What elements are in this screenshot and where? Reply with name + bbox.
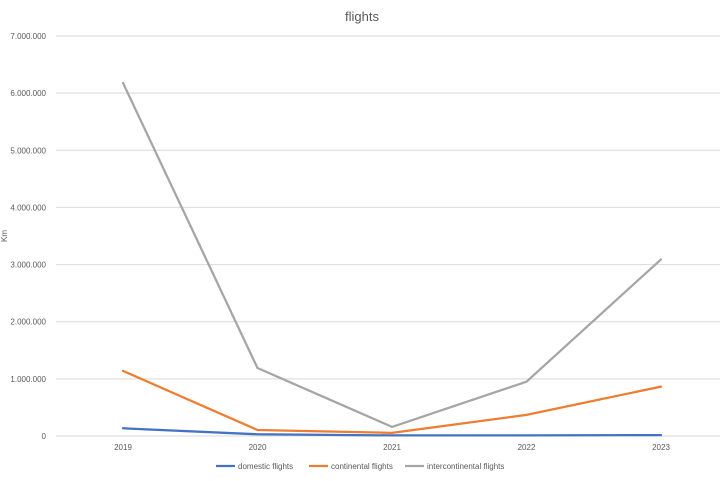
y-tick-label: 3.000.000 bbox=[10, 261, 46, 270]
y-tick-label: 0 bbox=[42, 432, 47, 441]
y-axis-ticks: 0 1.000.000 2.000.000 3.000.000 4.000.000 5.0… bbox=[10, 32, 46, 441]
x-tick-label: 2022 bbox=[518, 443, 536, 452]
chart-title: flights bbox=[345, 9, 379, 24]
y-tick-label: 4.000.000 bbox=[10, 203, 46, 212]
x-tick-label: 2021 bbox=[383, 443, 401, 452]
y-tick-label: 6.000.000 bbox=[10, 89, 46, 98]
legend-label: continental flights bbox=[331, 462, 393, 471]
legend: domestic flights continental flights inter… bbox=[216, 462, 504, 471]
x-tick-label: 2019 bbox=[114, 443, 132, 452]
x-tick-label: 2023 bbox=[652, 443, 670, 452]
y-tick-label: 5.000.000 bbox=[10, 146, 46, 155]
series-lines bbox=[121, 81, 663, 437]
series-line-1 bbox=[121, 427, 663, 437]
series-line-3 bbox=[121, 81, 663, 429]
legend-label: domestic flights bbox=[238, 462, 293, 471]
legend-label: intercontinental flights bbox=[427, 462, 504, 471]
y-tick-label: 2.000.000 bbox=[10, 318, 46, 327]
gridlines bbox=[56, 35, 720, 437]
y-axis-label: Km bbox=[0, 230, 9, 242]
series-line-2 bbox=[121, 369, 663, 435]
x-tick-label: 2020 bbox=[249, 443, 267, 452]
y-tick-label: 1.000.000 bbox=[10, 375, 46, 384]
x-axis-ticks: 2019 2020 2021 2022 2023 bbox=[114, 443, 670, 452]
y-tick-label: 7.000.000 bbox=[10, 32, 46, 41]
